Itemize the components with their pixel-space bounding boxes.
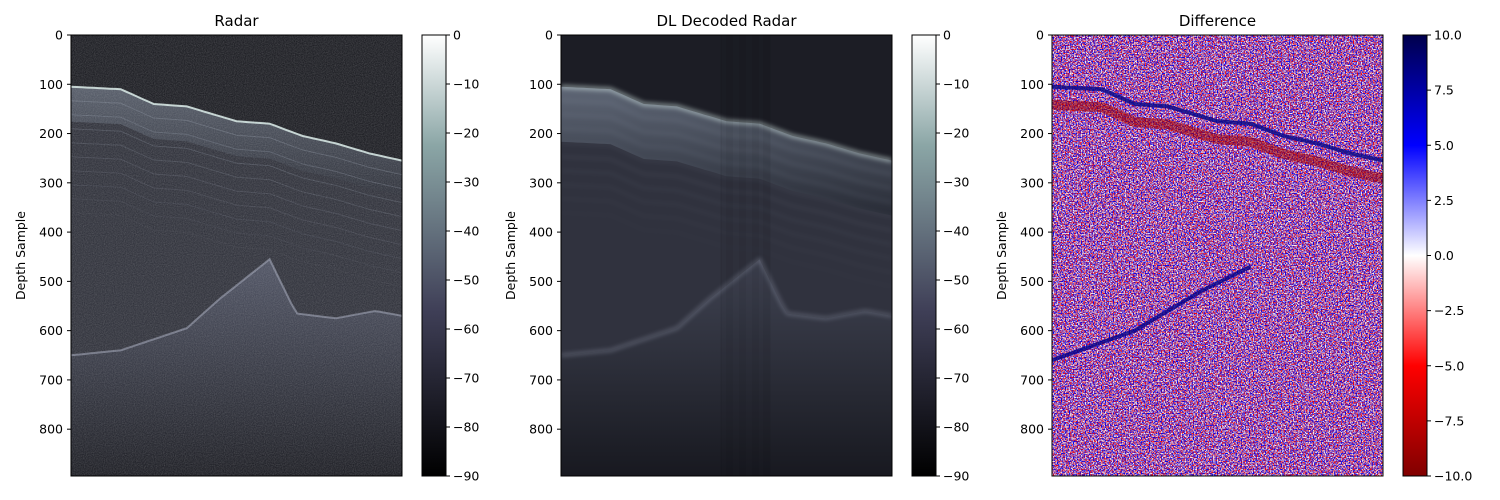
colorbar [1402,34,1428,477]
colorbar [421,34,447,477]
plot-frame [1051,34,1384,477]
colorbar-tick-label: −60 [453,322,479,337]
colorbar [911,34,937,477]
heatmap-image [71,35,402,476]
colorbar-tick-label: −2.5 [1434,303,1464,318]
heatmap-image [1052,35,1383,476]
y-axis-label: Depth Sample [13,211,28,300]
y-tick-label: 400 [1020,225,1044,240]
y-tick-label: 0 [545,28,553,43]
colorbar-tick-label: −20 [453,126,479,141]
colorbar-tick-label: −70 [453,371,479,386]
colorbar-tick-label: −30 [453,175,479,190]
subsurface-difference [1052,99,1383,184]
colorbar-tick-label: −70 [943,371,969,386]
y-tick-label: 100 [39,77,63,92]
colorbar-tick-label: −40 [453,224,479,239]
y-tick-label: 0 [55,28,63,43]
surface-reflection [561,85,892,163]
colorbar-tick-label: 7.5 [1434,83,1454,98]
colorbar-tick-label: −10 [453,77,479,92]
internal-layer [561,127,892,204]
y-tick-label: 200 [1020,126,1044,141]
colorbar-tick-label: 2.5 [1434,193,1454,208]
heatmap-image [561,35,892,476]
y-tick-label: 200 [529,126,553,141]
y-tick-label: 300 [529,175,553,190]
dl-decoded-radar-panel: DL Decoded Radar Depth Sample 0 100 200 300 40… [503,12,969,484]
y-axis-label: Depth Sample [994,211,1009,300]
y-tick-label: 0 [1036,28,1044,43]
y-axis-label: Depth Sample [503,211,518,300]
y-tick-label: 600 [1020,323,1044,338]
surface-difference [1052,84,1383,163]
y-tick-label: 700 [529,372,553,387]
panel-title: Radar [214,12,259,30]
internal-layer [561,113,892,190]
internal-layer [561,197,892,274]
colorbar-tick-label: −90 [943,469,969,484]
y-tick-label: 700 [39,372,63,387]
speckle-noise [71,35,402,476]
colorbar-tick-label: −30 [943,175,969,190]
y-tick-label: 600 [39,323,63,338]
colorbar-tick-label: 0 [943,28,951,43]
bedrock-region [561,259,892,476]
colorbar-tick-label: −10.0 [1434,469,1472,484]
plot-frame [70,34,403,477]
y-tick-label: 800 [529,422,553,437]
colorbar-tick-label: −20 [943,126,969,141]
radar-panel: Radar Depth Sample 0 100 200 300 400 500 600 700 8… [13,12,479,484]
colorbar-tick-label: 10.0 [1434,28,1462,43]
y-tick-label: 400 [529,225,553,240]
colorbar-tick-label: −10 [943,77,969,92]
difference-panel: Difference Depth Sample 0 100 200 300 400 500 60… [994,12,1472,484]
colorbar-tick-label: −50 [943,273,969,288]
y-tick-label: 800 [1020,422,1044,437]
y-tick-label: 300 [1020,175,1044,190]
y-tick-label: 700 [1020,372,1044,387]
y-tick-label: 500 [39,274,63,289]
y-tick-label: 300 [39,175,63,190]
y-tick-label: 800 [39,422,63,437]
colorbar-tick-label: −80 [453,420,479,435]
colorbar-tick-label: −40 [943,224,969,239]
internal-layer [561,155,892,232]
y-tick-label: 600 [529,323,553,338]
bed-reflection [561,257,892,357]
internal-layer [561,169,892,246]
colorbar-tick-label: 0 [453,28,461,43]
y-tick-label: 400 [39,225,63,240]
y-tick-label: 100 [529,77,553,92]
y-tick-label: 500 [1020,274,1044,289]
colorbar-tick-label: −60 [943,322,969,337]
y-tick-label: 200 [39,126,63,141]
internal-layer [561,183,892,260]
colorbar-tick-label: −7.5 [1434,413,1464,428]
panel-title: Difference [1179,12,1256,30]
panel-title: DL Decoded Radar [656,12,797,30]
colorbar-tick-label: 5.0 [1434,138,1454,153]
colorbar-tick-label: 0.0 [1434,248,1454,263]
colorbar-tick-label: −80 [943,420,969,435]
colorbar-tick-label: −50 [453,273,479,288]
positive-noise [1052,35,1383,476]
plot-frame [560,34,893,477]
y-tick-label: 100 [1020,77,1044,92]
internal-layer [561,99,892,176]
internal-layer [561,141,892,218]
bed-difference [1052,264,1252,363]
colorbar-tick-label: −90 [453,469,479,484]
colorbar-tick-label: −5.0 [1434,358,1464,373]
y-tick-label: 500 [529,274,553,289]
